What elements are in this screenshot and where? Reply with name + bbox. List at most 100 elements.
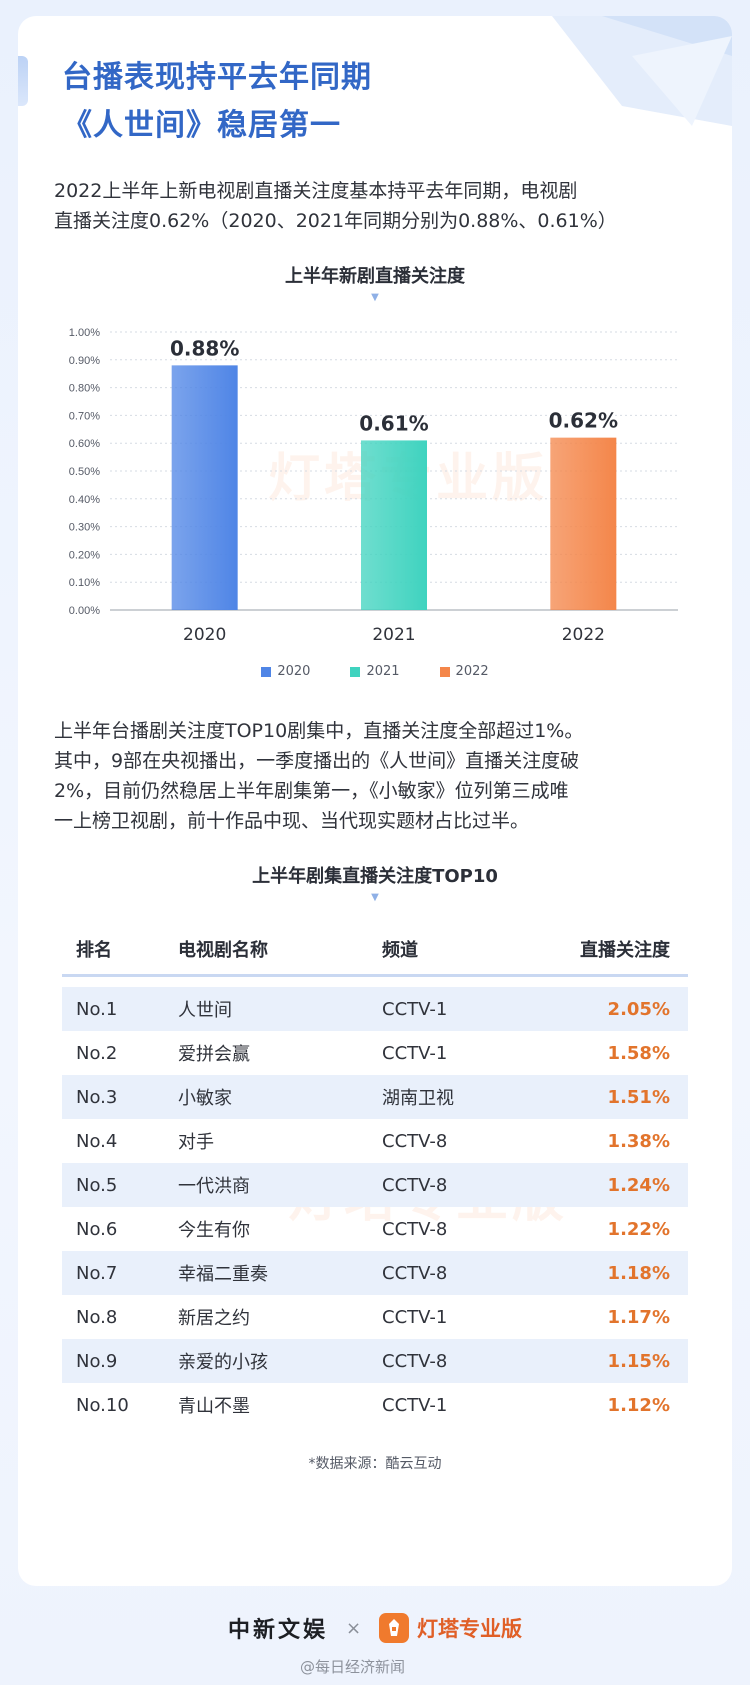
drama-name-cell: 对手 — [178, 1132, 214, 1153]
y-tick-label: 0.20% — [69, 549, 100, 561]
bar-2022 — [550, 437, 617, 610]
paragraph-line-4: 一上榜卫视剧，前十作品中现、当代现实题材占比过半。 — [54, 810, 530, 832]
rank-cell: No.6 — [76, 1218, 118, 1240]
channel-cell: CCTV-1 — [382, 1042, 448, 1064]
channel-cell: CCTV-8 — [382, 1130, 448, 1152]
paragraph-line-3: 2%，目前仍然稳居上半年剧集第一，《小敏家》位列第三成唯 — [54, 780, 569, 802]
rank-cell: No.1 — [76, 998, 118, 1020]
table-row: No.10 青山不墨 CCTV-1 1.12% — [62, 1383, 688, 1427]
attention-cell: 1.18% — [607, 1262, 670, 1284]
legend-item: 2020 — [261, 664, 310, 679]
legend-swatch — [350, 666, 361, 677]
legend-swatch — [439, 666, 450, 677]
intro-text: 2022上半年上新电视剧直播关注度基本持平去年同期，电视剧 直播关注度0.62%… — [54, 176, 714, 236]
rank-cell: No.3 — [76, 1086, 118, 1108]
lighthouse-icon — [379, 1613, 410, 1643]
dengta-logo-text: 灯塔专业版 — [417, 1617, 523, 1641]
legend-swatch — [261, 666, 272, 677]
drama-name-cell: 小敏家 — [178, 1088, 232, 1109]
data-label: 0.62% — [549, 409, 618, 433]
attention-cell: 1.12% — [607, 1394, 670, 1416]
table-row: No.6 今生有你 CCTV-8 1.22% — [62, 1207, 688, 1251]
table-row: No.5 一代洪商 CCTV-8 1.24% — [62, 1163, 688, 1207]
drama-name-cell: 人世间 — [178, 1000, 232, 1021]
chart-title: 上半年新剧直播关注度 — [285, 266, 465, 287]
channel-cell: CCTV-8 — [382, 1174, 448, 1196]
analysis-paragraph: 上半年台播剧关注度TOP10剧集中，直播关注度全部超过1%。 其中，9部在央视播… — [54, 716, 714, 836]
y-tick-label: 0.90% — [69, 355, 100, 367]
legend-label: 2022 — [455, 664, 489, 679]
rank-cell: No.8 — [76, 1306, 118, 1328]
intro-line-1: 2022上半年上新电视剧直播关注度基本持平去年同期，电视剧 — [54, 180, 578, 202]
table-row: No.2 爱拼会赢 CCTV-1 1.58% — [62, 1031, 688, 1075]
top10-table: 排名 电视剧名称 频道 直播关注度 No.1 人世间 CCTV-1 2.05% No.2… — [62, 924, 688, 1427]
attention-cell: 1.17% — [607, 1306, 670, 1328]
table-row: No.8 新居之约 CCTV-1 1.17% — [62, 1295, 688, 1339]
rank-cell: No.7 — [76, 1262, 118, 1284]
channel-cell: CCTV-1 — [382, 1306, 448, 1328]
attention-cell: 1.58% — [607, 1042, 670, 1064]
drama-name-cell: 新居之约 — [178, 1308, 250, 1329]
legend-item: 2022 — [439, 664, 489, 679]
table-row: No.4 对手 CCTV-8 1.38% — [62, 1119, 688, 1163]
attention-cell: 1.15% — [607, 1350, 670, 1372]
legend-label: 2020 — [277, 664, 311, 679]
table-title: 上半年剧集直播关注度TOP10 — [252, 866, 498, 887]
channel-cell: CCTV-1 — [382, 998, 448, 1020]
bar-2021 — [361, 440, 427, 610]
drama-name-cell: 爱拼会赢 — [178, 1044, 250, 1065]
drama-name-cell: 幸福二重奏 — [178, 1264, 268, 1285]
table-row: No.1 人世间 CCTV-1 2.05% — [62, 987, 688, 1031]
y-tick-label: 0.60% — [69, 438, 100, 450]
content-card: 台播表现持平去年同期 《人世间》稳居第一 2022上半年上新电视剧直播关注度基本… — [18, 16, 732, 1586]
table-row: No.3 小敏家 湖南卫视 1.51% — [62, 1075, 688, 1119]
attention-cell: 1.22% — [607, 1218, 670, 1240]
header-drama-name: 电视剧名称 — [178, 940, 268, 961]
data-label: 0.61% — [359, 411, 428, 435]
y-tick-label: 0.50% — [69, 466, 100, 478]
paragraph-line-2: 其中，9部在央视播出，一季度播出的《人世间》直播关注度破 — [54, 750, 580, 772]
zhongxin-wenyu-logo: 中新文娱 — [227, 1617, 328, 1643]
table-header: 排名 电视剧名称 频道 直播关注度 — [62, 924, 688, 977]
y-tick-label: 0.10% — [69, 577, 100, 589]
header-attention: 直播关注度 — [580, 940, 670, 961]
drama-name-cell: 一代洪商 — [178, 1176, 250, 1197]
table-title-arrow-icon: ▼ — [371, 892, 379, 903]
drama-name-cell: 亲爱的小孩 — [178, 1352, 268, 1373]
table-row: No.9 亲爱的小孩 CCTV-8 1.15% — [62, 1339, 688, 1383]
x-tick-label: 2022 — [562, 625, 605, 645]
y-tick-label: 0.30% — [69, 522, 100, 534]
intro-line-2: 直播关注度0.62%（2020、2021年同期分别为0.88%、0.61%） — [54, 210, 617, 232]
table-body: No.1 人世间 CCTV-1 2.05% No.2 爱拼会赢 CCTV-1 1.58% No.… — [62, 987, 688, 1427]
title-line-2: 《人世间》稳居第一 — [62, 108, 341, 143]
chart-title-arrow-icon: ▼ — [371, 292, 379, 303]
data-source: *数据来源：酷云互动 — [308, 1456, 442, 1472]
attention-cell: 1.24% — [607, 1174, 670, 1196]
weibo-watermark: @每日经济新闻 — [300, 1658, 406, 1676]
rank-cell: No.10 — [76, 1394, 129, 1416]
channel-cell: CCTV-8 — [382, 1262, 448, 1284]
x-tick-label: 2020 — [183, 625, 226, 645]
title-line-1: 台播表现持平去年同期 — [62, 60, 372, 95]
attention-cell: 2.05% — [607, 998, 670, 1020]
rank-cell: No.5 — [76, 1174, 118, 1196]
channel-cell: 湖南卫视 — [382, 1088, 454, 1109]
header-rank: 排名 — [76, 940, 112, 961]
legend-item: 2021 — [350, 664, 400, 679]
chart-legend: 2020 2021 2022 — [18, 664, 732, 679]
page-title: 台播表现持平去年同期 《人世间》稳居第一 — [62, 54, 372, 150]
channel-cell: CCTV-8 — [382, 1350, 448, 1372]
y-tick-label: 0.40% — [69, 494, 100, 506]
rank-cell: No.9 — [76, 1350, 118, 1372]
header-channel: 频道 — [382, 940, 418, 961]
legend-label: 2021 — [366, 664, 400, 679]
table-row: No.7 幸福二重奏 CCTV-8 1.18% — [62, 1251, 688, 1295]
collab-separator: × — [345, 1617, 362, 1639]
bar-2020 — [171, 365, 238, 610]
x-tick-label: 2021 — [372, 625, 415, 645]
footer-logos: 中新文娱 × 灯塔专业版 — [0, 1598, 750, 1658]
drama-name-cell: 青山不墨 — [178, 1396, 250, 1417]
paragraph-line-1: 上半年台播剧关注度TOP10剧集中，直播关注度全部超过1%。 — [54, 720, 584, 742]
bar-chart: 0.00% 0.10% 0.20% 0.30% 0.40% 0.50% 0.60% 0.70%… — [69, 327, 678, 645]
rank-cell: No.2 — [76, 1042, 118, 1064]
